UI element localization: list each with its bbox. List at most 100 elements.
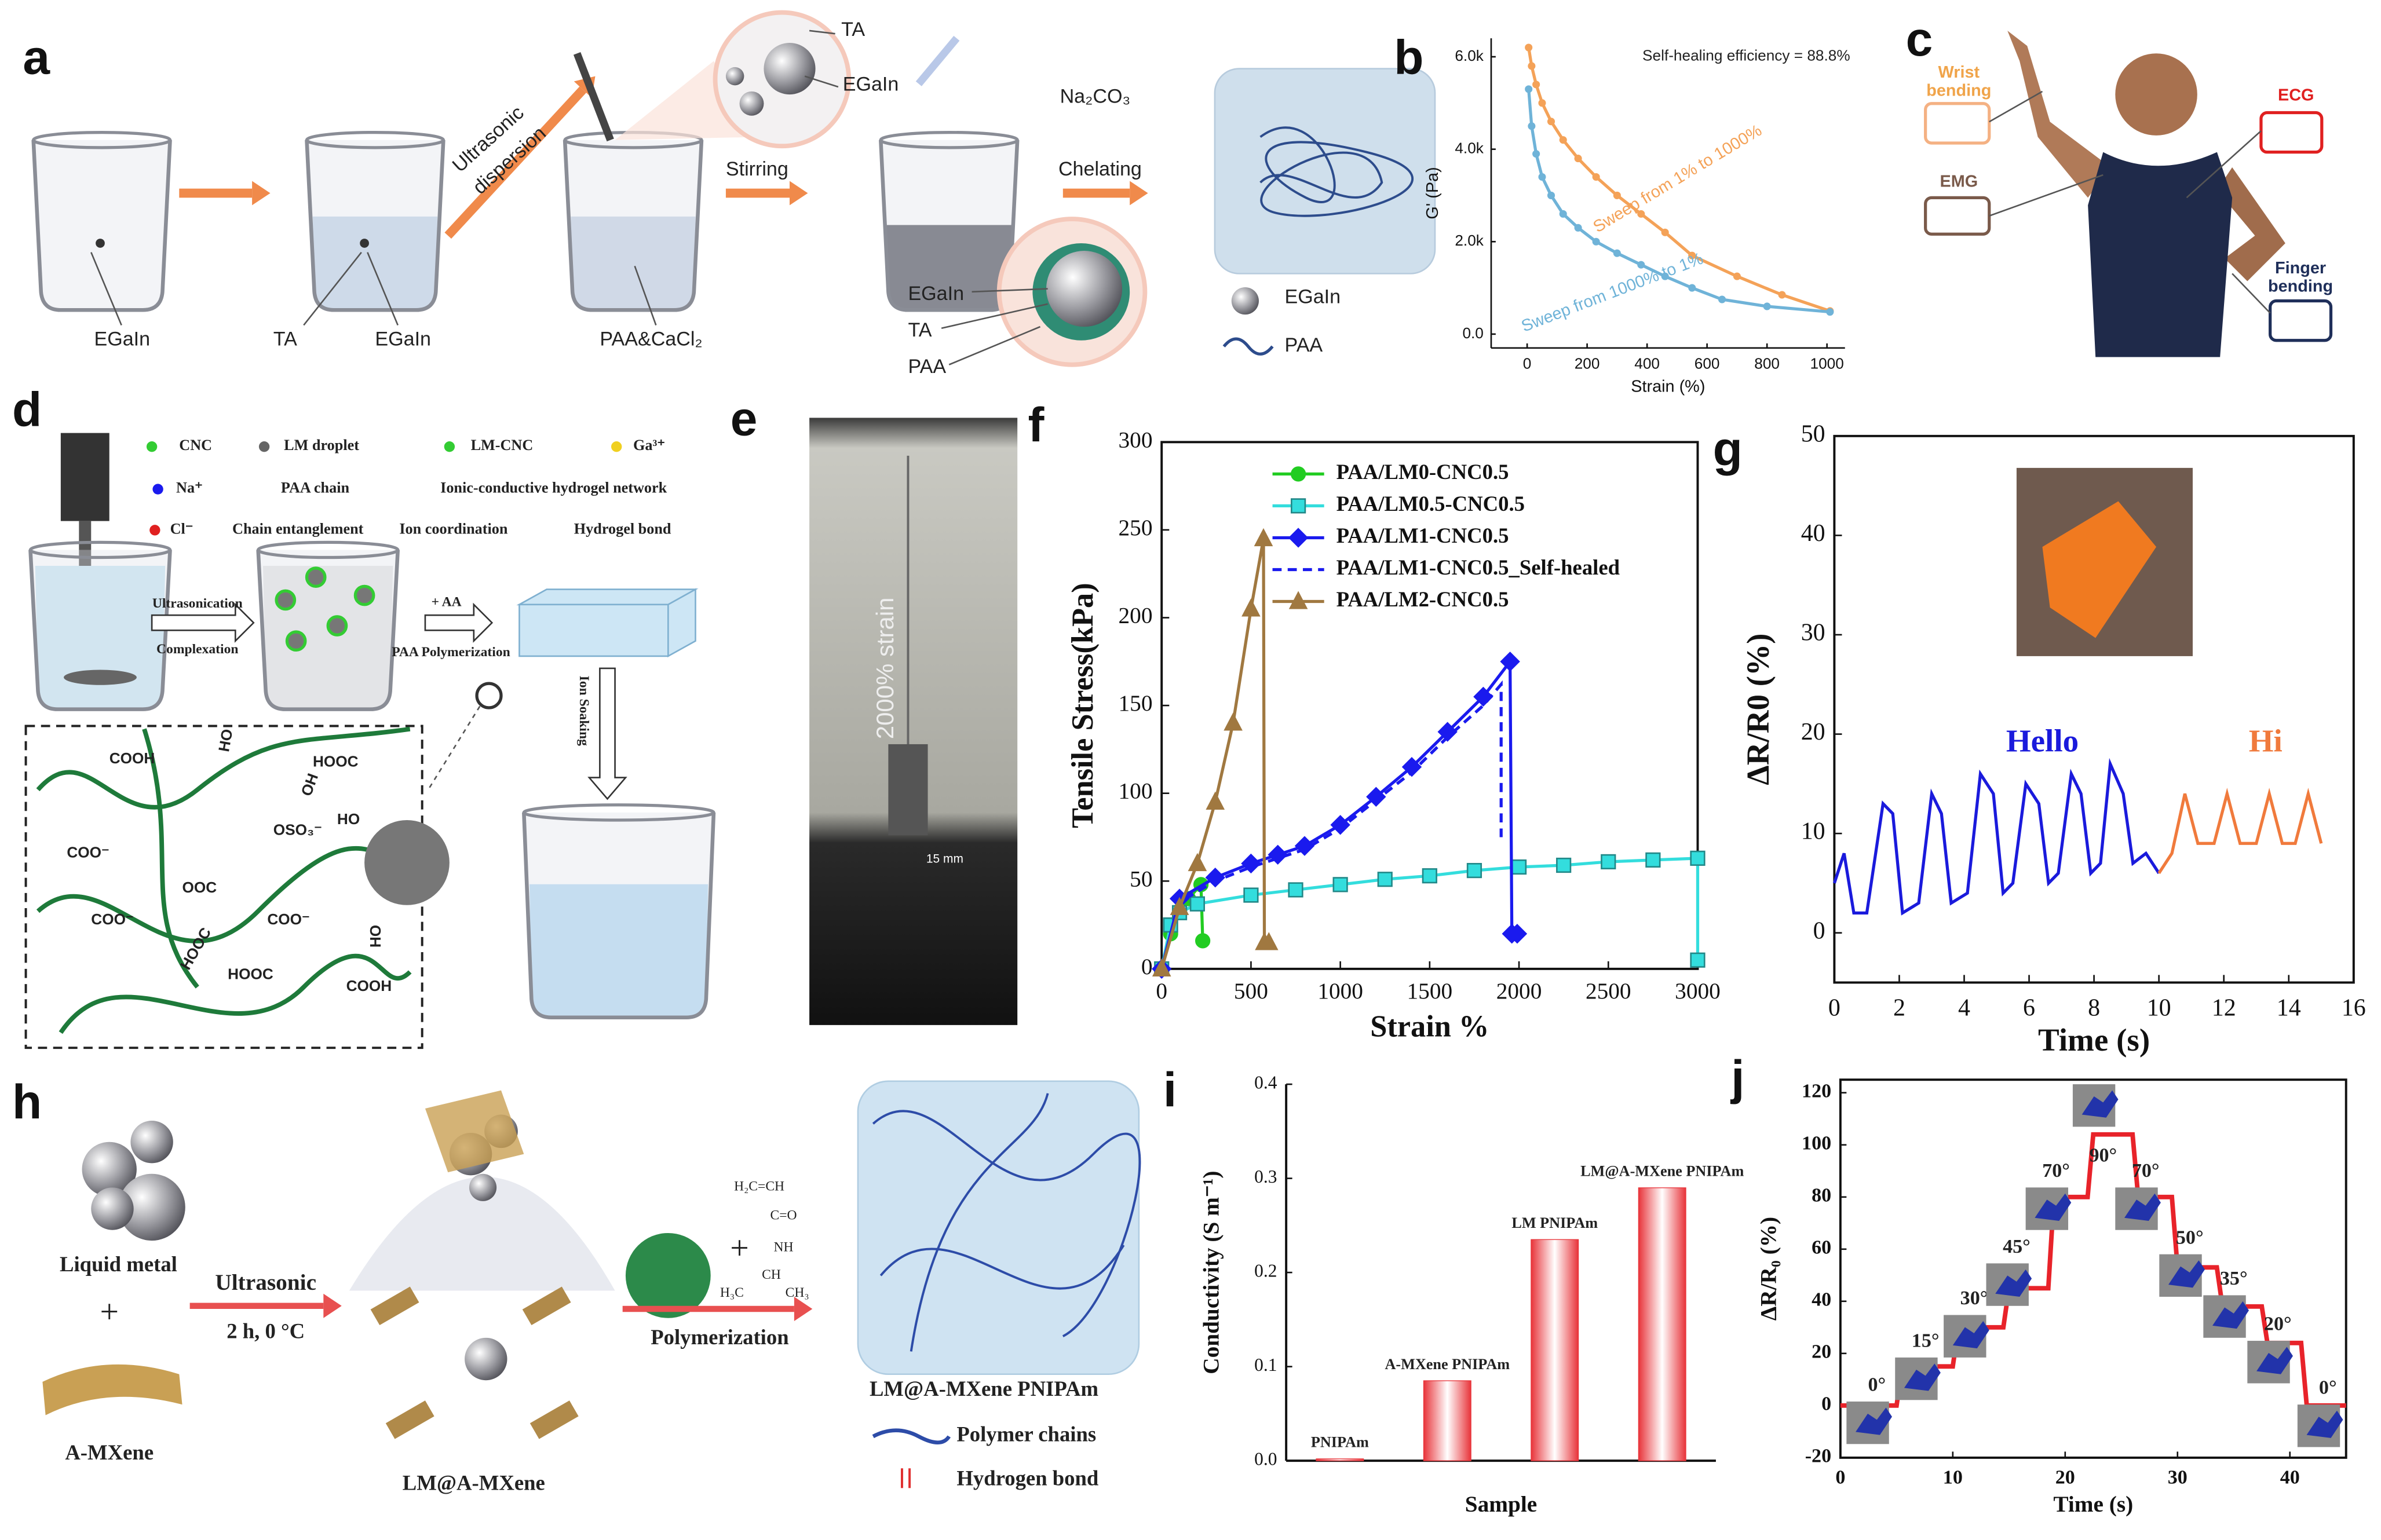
label: HO xyxy=(337,810,360,828)
arrow-head xyxy=(252,181,271,206)
tick-label: 16 xyxy=(2342,994,2366,1021)
lm-cnc xyxy=(275,589,297,611)
label: Ionic-conductive hydrogel network xyxy=(440,480,667,496)
annotation: 30° xyxy=(1960,1287,1988,1309)
torso xyxy=(2088,152,2233,357)
pipette xyxy=(573,52,614,142)
legend-marker xyxy=(1290,498,1306,514)
marker xyxy=(1613,191,1621,199)
label: Ga³⁺ xyxy=(633,437,665,453)
legend-marker xyxy=(1290,466,1306,482)
label: bending xyxy=(1926,81,1991,100)
label: COOH xyxy=(346,977,392,994)
lm-sphere xyxy=(118,1173,185,1241)
legend-marker xyxy=(1288,591,1308,609)
annotation: 0° xyxy=(2319,1377,2337,1399)
hollow-arrow xyxy=(151,602,255,643)
label: Hydrogel bond xyxy=(574,520,671,537)
marker xyxy=(1601,854,1616,870)
marker xyxy=(1559,210,1567,218)
arrow-head xyxy=(790,181,808,206)
dashed-arrow xyxy=(428,705,481,791)
icon-box xyxy=(1924,196,1991,236)
series-line xyxy=(2157,788,2323,875)
legend-symbol xyxy=(611,441,622,452)
lm-cnc xyxy=(353,584,375,606)
label: LM-CNC xyxy=(471,437,534,453)
beaker xyxy=(28,550,172,711)
panel-label: d xyxy=(12,382,42,437)
tick-label: 200 xyxy=(1575,355,1600,372)
legend-symbol xyxy=(444,441,455,452)
panel-label: i xyxy=(1163,1062,1177,1117)
tick-label: 2000 xyxy=(1496,978,1542,1004)
tick-label: 600 xyxy=(1695,355,1720,372)
marker xyxy=(1268,844,1288,865)
beaker xyxy=(305,140,445,312)
leader-line xyxy=(972,288,1048,293)
beaker xyxy=(522,812,716,1020)
plot-frame xyxy=(1839,1078,2347,1459)
marker xyxy=(1254,528,1273,547)
legend-label: PAA/LM1-CNC0.5_Self-healed xyxy=(1336,555,1620,579)
marker xyxy=(1511,859,1527,875)
tick-label: 20 xyxy=(1801,719,1825,745)
label: Finger xyxy=(2275,259,2326,277)
beaker-rim xyxy=(28,540,172,559)
tick-label: 10 xyxy=(1801,818,1825,845)
bar xyxy=(1531,1239,1579,1461)
label: EMG xyxy=(1940,173,1978,191)
tick-label: 0 xyxy=(1523,355,1532,372)
axis-label: Conductivity (S m⁻¹) xyxy=(1198,1170,1224,1374)
panel-label: e xyxy=(731,391,758,445)
marker xyxy=(1574,224,1582,232)
marker xyxy=(1637,261,1645,269)
label: Na₂CO₃ xyxy=(1060,85,1131,107)
mxene-sheet xyxy=(425,1090,524,1173)
pipette xyxy=(915,35,960,86)
marker xyxy=(1466,862,1482,879)
label: + xyxy=(730,1230,749,1267)
label: TA xyxy=(908,319,932,341)
label: Polymerization xyxy=(651,1325,788,1349)
label: Polymer chains xyxy=(956,1422,1096,1446)
marker xyxy=(1574,155,1582,163)
glow xyxy=(349,1176,615,1291)
marker xyxy=(1532,81,1540,89)
marker xyxy=(1330,815,1350,835)
axis-label: Time (s) xyxy=(2038,1022,2150,1058)
magnifier xyxy=(475,682,503,709)
label: EGaIn xyxy=(94,328,151,350)
panel-label: c xyxy=(1906,12,1933,66)
label: Ion Soaking xyxy=(576,676,591,746)
liquid xyxy=(886,225,1011,310)
annotation: 0° xyxy=(1868,1374,1886,1396)
arrow-head xyxy=(1130,181,1148,206)
label: TA xyxy=(841,19,865,41)
beaker xyxy=(31,140,172,312)
label: A-MXene xyxy=(65,1440,154,1464)
marker xyxy=(1547,191,1555,199)
marker xyxy=(1688,251,1696,259)
legend-label: PAA/LM2-CNC0.5 xyxy=(1336,587,1509,611)
label: TA xyxy=(273,328,297,350)
icon-box xyxy=(1924,102,1991,145)
tick-label: 300 xyxy=(1119,427,1153,452)
tick-label: 0 xyxy=(1813,917,1825,944)
label: Ultrasonication xyxy=(152,596,243,611)
series-line xyxy=(1160,657,1517,970)
axis-label: ΔR/R₀ (%) xyxy=(1755,1217,1781,1320)
annotation: 20° xyxy=(2264,1314,2292,1335)
probe xyxy=(60,433,109,521)
label: HOOC xyxy=(313,752,359,770)
tick-label: 0.2 xyxy=(1254,1260,1277,1281)
legend-sphere xyxy=(1231,287,1259,315)
tick-label: 20 xyxy=(1812,1341,1831,1363)
annotation: 50° xyxy=(2176,1227,2204,1248)
tick-label: 100 xyxy=(1802,1133,1831,1154)
marker xyxy=(1538,173,1546,181)
axis-label: Time (s) xyxy=(2053,1491,2133,1517)
tick-label: -20 xyxy=(1805,1446,1831,1467)
paa-network xyxy=(1259,126,1414,217)
marker xyxy=(1500,652,1520,672)
